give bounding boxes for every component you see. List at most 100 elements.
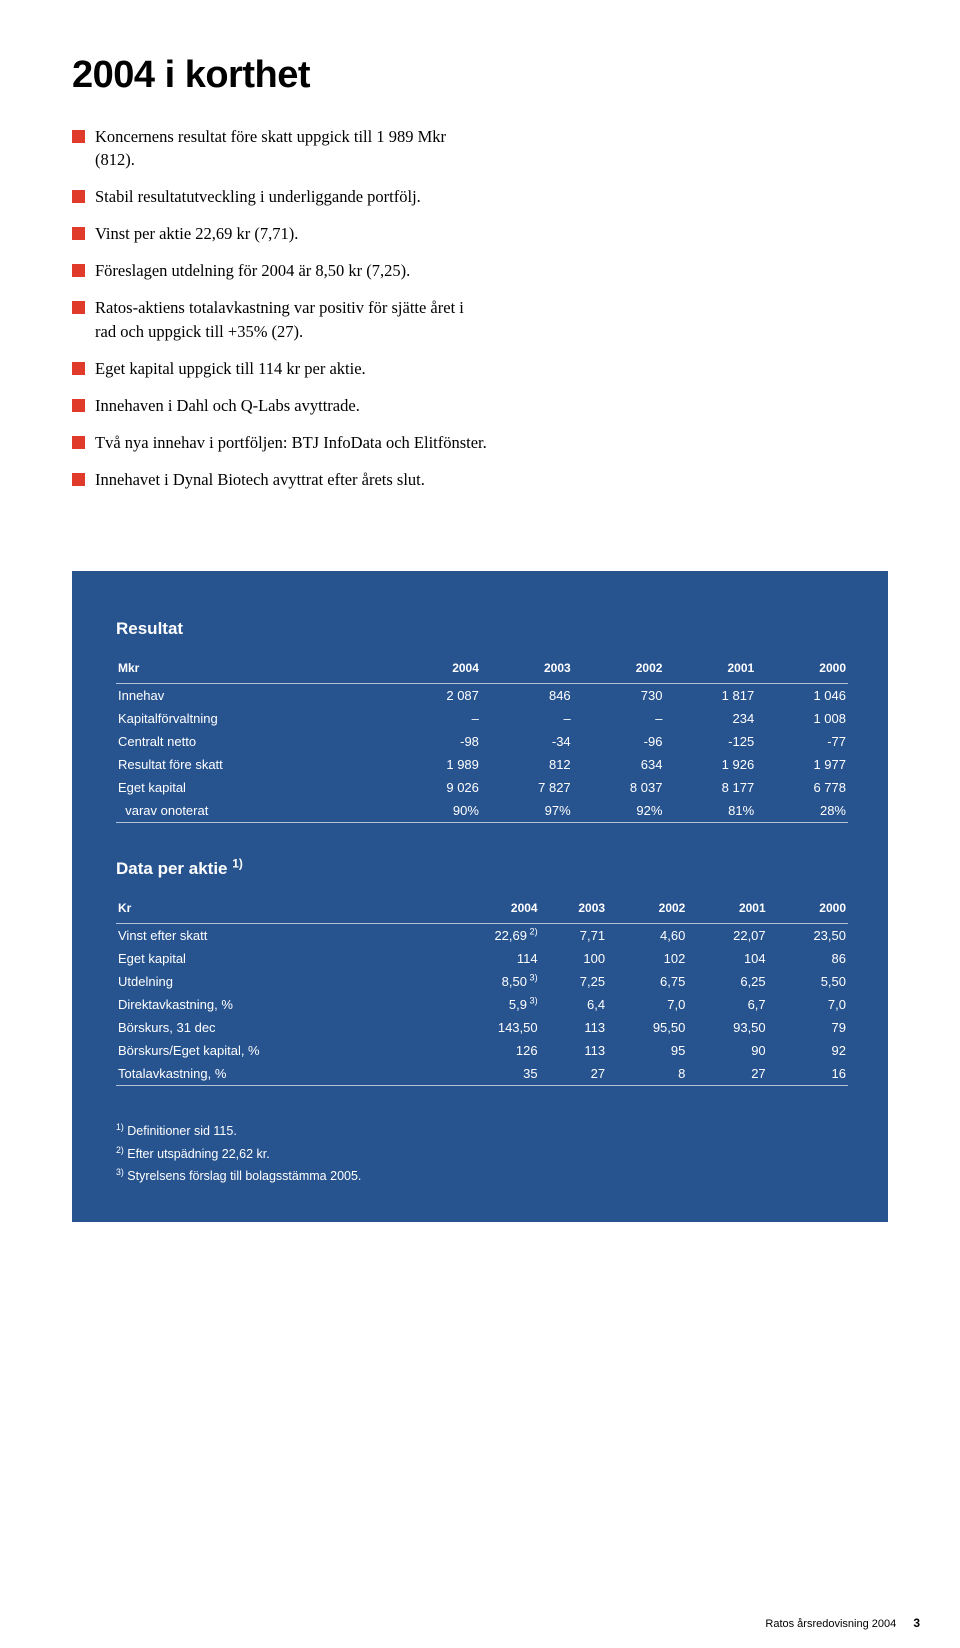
bullet-text: Vinst per aktie 22,69 kr (7,71). bbox=[95, 222, 487, 245]
footnote: 3) Styrelsens förslag till bolagsstämma … bbox=[116, 1165, 848, 1188]
bullet-item: Två nya innehav i portföljen: BTJ InfoDa… bbox=[72, 431, 487, 454]
row-label: Totalavkastning, % bbox=[116, 1062, 436, 1086]
cell-value: 143,50 bbox=[436, 1016, 540, 1039]
square-bullet-icon bbox=[72, 190, 85, 203]
bullet-text: Eget kapital uppgick till 114 kr per akt… bbox=[95, 357, 487, 380]
row-label: Börskurs, 31 dec bbox=[116, 1016, 436, 1039]
bullet-text: Stabil resultatutveckling i underliggand… bbox=[95, 185, 487, 208]
row-label: Kapitalförvaltning bbox=[116, 707, 389, 730]
bullet-item: Eget kapital uppgick till 114 kr per akt… bbox=[72, 357, 487, 380]
square-bullet-icon bbox=[72, 473, 85, 486]
cell-value: 234 bbox=[664, 707, 756, 730]
column-header: Mkr bbox=[116, 655, 389, 684]
cell-value: 28% bbox=[756, 799, 848, 823]
cell-value: 1 977 bbox=[756, 753, 848, 776]
data-per-aktie-table: Kr20042003200220012000 Vinst efter skatt… bbox=[116, 895, 848, 1086]
cell-value: -34 bbox=[481, 730, 573, 753]
cell-value: 102 bbox=[607, 947, 687, 970]
cell-value: – bbox=[389, 707, 481, 730]
cell-value: 81% bbox=[664, 799, 756, 823]
cell-value: 113 bbox=[540, 1016, 607, 1039]
table-row: Direktavkastning, %5,9 3)6,47,06,77,0 bbox=[116, 993, 848, 1016]
bullet-item: Ratos-aktiens totalavkastning var positi… bbox=[72, 296, 487, 342]
cell-value: 812 bbox=[481, 753, 573, 776]
bullet-text: Koncernens resultat före skatt uppgick t… bbox=[95, 125, 487, 171]
cell-value: 2 087 bbox=[389, 684, 481, 708]
cell-value: 634 bbox=[573, 753, 665, 776]
row-label: varav onoterat bbox=[116, 799, 389, 823]
cell-value: 86 bbox=[768, 947, 848, 970]
cell-value: 23,50 bbox=[768, 924, 848, 948]
cell-value: 8 177 bbox=[664, 776, 756, 799]
cell-value: 7,71 bbox=[540, 924, 607, 948]
cell-value: 1 046 bbox=[756, 684, 848, 708]
bullet-item: Innehavet i Dynal Biotech avyttrat efter… bbox=[72, 468, 487, 491]
cell-value: 1 926 bbox=[664, 753, 756, 776]
footer-text: Ratos årsredovisning 2004 bbox=[765, 1618, 896, 1630]
bullet-text: Innehavet i Dynal Biotech avyttrat efter… bbox=[95, 468, 487, 491]
cell-value: 93,50 bbox=[687, 1016, 767, 1039]
row-label: Innehav bbox=[116, 684, 389, 708]
row-label: Centralt netto bbox=[116, 730, 389, 753]
bullet-list: Koncernens resultat före skatt uppgick t… bbox=[72, 125, 487, 491]
cell-value: 100 bbox=[540, 947, 607, 970]
column-header: 2004 bbox=[389, 655, 481, 684]
cell-value: 1 008 bbox=[756, 707, 848, 730]
cell-value: – bbox=[481, 707, 573, 730]
cell-value: 6,25 bbox=[687, 970, 767, 993]
cell-value: 92 bbox=[768, 1039, 848, 1062]
column-header: 2003 bbox=[481, 655, 573, 684]
bullet-item: Koncernens resultat före skatt uppgick t… bbox=[72, 125, 487, 171]
cell-value: 7,25 bbox=[540, 970, 607, 993]
row-label: Direktavkastning, % bbox=[116, 993, 436, 1016]
resultat-table: Mkr20042003200220012000 Innehav2 0878467… bbox=[116, 655, 848, 823]
table2-title: Data per aktie 1) bbox=[116, 859, 848, 879]
table-row: Innehav2 0878467301 8171 046 bbox=[116, 684, 848, 708]
row-label: Utdelning bbox=[116, 970, 436, 993]
square-bullet-icon bbox=[72, 362, 85, 375]
column-header: 2002 bbox=[573, 655, 665, 684]
cell-value: 9 026 bbox=[389, 776, 481, 799]
cell-value: 104 bbox=[687, 947, 767, 970]
row-label: Eget kapital bbox=[116, 776, 389, 799]
bullet-text: Innehaven i Dahl och Q-Labs avyttrade. bbox=[95, 394, 487, 417]
cell-value: 22,07 bbox=[687, 924, 767, 948]
table-row: varav onoterat90%97%92%81%28% bbox=[116, 799, 848, 823]
row-label: Vinst efter skatt bbox=[116, 924, 436, 948]
table-row: Börskurs, 31 dec143,5011395,5093,5079 bbox=[116, 1016, 848, 1039]
table-row: Eget kapital11410010210486 bbox=[116, 947, 848, 970]
column-header: 2000 bbox=[768, 895, 848, 924]
summary-panel: Resultat Mkr20042003200220012000 Innehav… bbox=[72, 571, 888, 1222]
bullet-item: Innehaven i Dahl och Q-Labs avyttrade. bbox=[72, 394, 487, 417]
column-header: 2000 bbox=[756, 655, 848, 684]
bullet-item: Stabil resultatutveckling i underliggand… bbox=[72, 185, 487, 208]
square-bullet-icon bbox=[72, 436, 85, 449]
table-row: Börskurs/Eget kapital, %126113959092 bbox=[116, 1039, 848, 1062]
bullet-text: Ratos-aktiens totalavkastning var positi… bbox=[95, 296, 487, 342]
cell-value: 27 bbox=[687, 1062, 767, 1086]
cell-value: 35 bbox=[436, 1062, 540, 1086]
cell-value: 7,0 bbox=[768, 993, 848, 1016]
cell-value: – bbox=[573, 707, 665, 730]
cell-value: -96 bbox=[573, 730, 665, 753]
cell-value: 114 bbox=[436, 947, 540, 970]
table-row: Utdelning8,50 3)7,256,756,255,50 bbox=[116, 970, 848, 993]
page-footer: Ratos årsredovisning 2004 3 bbox=[765, 1616, 920, 1630]
bullet-item: Vinst per aktie 22,69 kr (7,71). bbox=[72, 222, 487, 245]
cell-value: 22,69 2) bbox=[436, 924, 540, 948]
cell-value: 6,75 bbox=[607, 970, 687, 993]
cell-value: 846 bbox=[481, 684, 573, 708]
cell-value: 730 bbox=[573, 684, 665, 708]
cell-value: 4,60 bbox=[607, 924, 687, 948]
bullet-text: Två nya innehav i portföljen: BTJ InfoDa… bbox=[95, 431, 487, 454]
cell-value: 6 778 bbox=[756, 776, 848, 799]
column-header: 2004 bbox=[436, 895, 540, 924]
cell-value: 7,0 bbox=[607, 993, 687, 1016]
cell-value: 1 817 bbox=[664, 684, 756, 708]
cell-value: 5,9 3) bbox=[436, 993, 540, 1016]
row-label: Eget kapital bbox=[116, 947, 436, 970]
cell-value: 113 bbox=[540, 1039, 607, 1062]
cell-value: 90% bbox=[389, 799, 481, 823]
cell-value: 95,50 bbox=[607, 1016, 687, 1039]
table-row: Totalavkastning, %352782716 bbox=[116, 1062, 848, 1086]
